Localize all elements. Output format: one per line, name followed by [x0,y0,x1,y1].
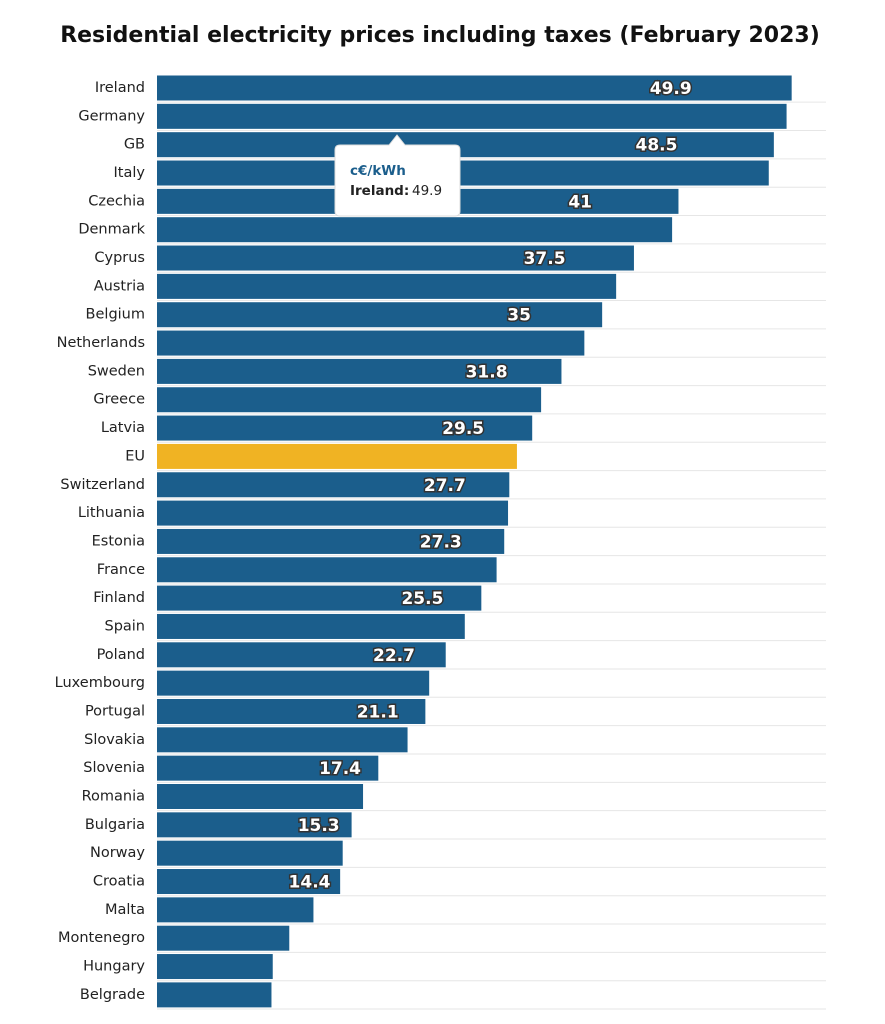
bar [157,132,774,158]
bars [157,75,792,1008]
value-label: 21.1 [357,702,399,722]
tooltip-value: 49.9 [412,183,442,199]
category-label: Ireland [95,80,145,96]
tooltip-box [334,134,461,217]
category-label: Latvia [101,420,145,436]
category-label: Belgrade [80,987,145,1003]
bar [157,387,542,413]
labels: Ireland 49.9 Germany GB 48.5 Italy Czechia 41 De… [55,78,694,1003]
bar [157,784,364,809]
bar [157,217,673,243]
value-label: 37.5 [524,249,566,269]
value-label: 22.7 [373,646,415,666]
category-label: Germany [78,108,145,124]
bar [157,869,341,895]
bar [157,443,517,469]
category-label: France [97,562,145,578]
category-label: Netherlands [57,335,145,351]
category-label: Switzerland [60,477,145,493]
bar [157,302,603,328]
category-label: Norway [90,845,145,861]
tooltip-category: Ireland: [350,183,409,199]
bar [157,755,379,781]
category-label: Sweden [88,363,145,379]
value-label: 14.4 [289,873,331,893]
category-label: Portugal [85,703,145,719]
bar [157,954,273,980]
bar [157,245,634,271]
category-label: Austria [94,278,145,294]
bar [157,925,290,951]
category-label: Hungary [83,959,145,975]
bar [157,557,497,583]
category-label: Slovenia [83,760,145,776]
value-label: 31.8 [466,362,508,382]
value-label: 25.5 [401,589,443,609]
category-label: Greece [93,392,145,408]
bar [157,528,505,554]
value-label: 48.5 [636,136,678,156]
value-label: 15.3 [298,816,340,836]
category-label: Slovakia [84,732,145,748]
category-label: Belgium [86,307,145,323]
bar [157,897,314,923]
category-label: Spain [104,618,145,634]
category-label: Croatia [93,874,145,890]
bar [157,840,343,866]
category-label: Estonia [92,533,145,549]
tooltip: c€/kWh Ireland: 49.9 [334,134,461,217]
category-label: Poland [97,647,145,663]
bar [157,670,430,696]
tooltip-unit: c€/kWh [350,163,406,179]
bar [157,642,446,668]
bar [157,415,533,441]
bar [157,812,352,838]
bar [157,75,792,101]
category-label: Malta [105,902,145,918]
bar [157,330,585,356]
bar [157,273,617,299]
bar [157,613,465,639]
bar [157,585,482,611]
grid [157,101,826,1010]
category-label: Italy [114,165,146,181]
bar [157,472,510,498]
bar [157,982,272,1008]
bar [157,500,509,526]
value-label: 35 [507,306,531,326]
category-label: Montenegro [58,930,145,946]
chart-title: Residential electricity prices including… [60,23,820,48]
category-label: GB [124,137,145,153]
value-label: 49.9 [650,79,692,99]
value-label: 27.7 [424,476,466,496]
category-label: EU [125,448,145,464]
bar [157,698,426,724]
value-label: 17.4 [319,759,361,779]
bar [157,103,787,129]
category-label: Denmark [78,222,145,238]
category-label: Romania [82,789,145,805]
category-label: Luxembourg [55,675,145,691]
category-label: Czechia [88,193,145,209]
category-label: Finland [93,590,145,606]
value-label: 27.3 [420,532,462,552]
value-label: 41 [568,192,592,212]
category-label: Lithuania [78,505,145,521]
category-label: Cyprus [94,250,145,266]
bar [157,358,562,384]
bar [157,160,769,186]
category-label: Bulgaria [85,817,145,833]
bar [157,727,408,753]
value-label: 29.5 [442,419,484,439]
